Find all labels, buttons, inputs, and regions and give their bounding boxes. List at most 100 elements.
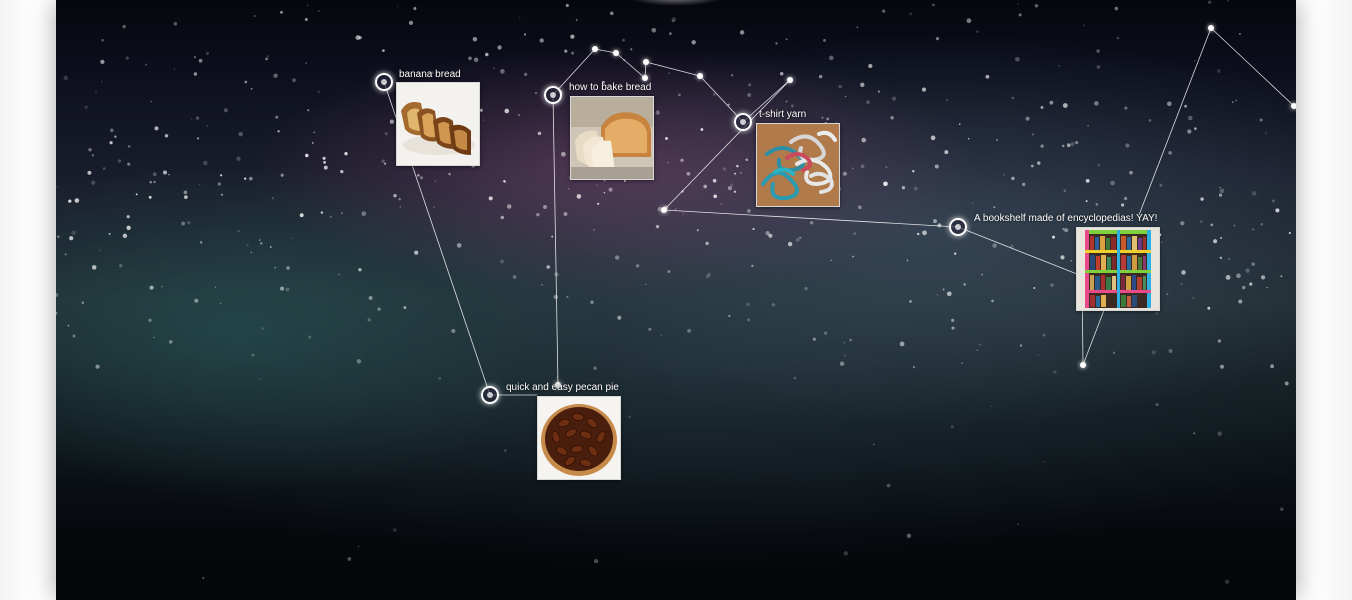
background-star [221,193,223,196]
background-star [733,190,737,193]
pin-title-how-to-bake-bread[interactable]: how to bake bread [569,82,652,93]
background-star [323,165,328,170]
background-star [944,150,949,155]
background-star [1288,232,1291,234]
background-star [304,17,308,22]
background-star [567,188,570,190]
background-star [1168,151,1172,155]
link-line [552,94,559,386]
background-star [1066,143,1071,148]
background-star [419,176,424,180]
background-star [958,123,961,126]
background-star [149,180,152,184]
background-star [95,364,100,369]
pin-thumbnail-how-to-bake-bread[interactable] [570,96,654,180]
constellation-canvas[interactable]: banana bread how to bake bread [56,0,1296,600]
pin-title-pecan-pie[interactable]: quick and easy pecan pie [506,382,619,393]
background-star [1031,133,1035,136]
background-star [260,242,263,245]
pin-thumbnail-t-shirt-yarn[interactable] [756,123,840,207]
background-star [95,90,97,93]
background-star [251,353,255,357]
background-star [259,378,261,380]
background-star [1249,282,1253,286]
background-star [868,63,873,69]
background-star [181,221,186,226]
background-star [306,4,309,7]
background-star [861,137,867,143]
background-star [497,45,502,50]
background-star [313,131,315,134]
pin-node-banana-bread[interactable] [375,73,393,91]
background-star [87,170,92,175]
pin-node-bookshelf[interactable] [949,218,967,236]
background-star [1063,189,1066,192]
pin-title-banana-bread[interactable]: banana bread [399,69,461,80]
background-star [126,225,131,230]
background-star [1194,60,1196,62]
background-star [543,205,547,209]
background-star [285,287,290,292]
background-star [1062,227,1065,231]
pin-node-pecan-pie[interactable] [481,386,499,404]
background-star [1034,4,1039,8]
background-star [746,208,751,213]
background-star [307,109,310,112]
background-star [839,361,845,366]
background-star [1022,182,1026,187]
background-star [603,191,606,194]
background-star [523,33,527,36]
background-star [602,80,605,84]
background-star [712,178,717,183]
background-star [746,318,751,322]
background-star [843,551,849,556]
star-dot [787,77,793,83]
background-star [821,116,824,119]
link-line [663,209,959,228]
background-star [727,185,733,191]
background-star [570,34,575,39]
background-star [1168,348,1173,353]
star-dot [1291,103,1296,109]
background-star [1087,124,1089,127]
background-star [1161,241,1163,244]
background-star [996,139,998,141]
background-star [523,72,528,77]
background-star [1200,220,1203,223]
background-star [913,186,918,191]
link-line [1210,27,1295,107]
background-star [318,10,320,12]
background-star [1095,203,1099,206]
background-star [860,82,865,88]
link-line [645,61,701,77]
background-star [779,71,784,76]
pin-node-how-to-bake-bread[interactable] [544,86,562,104]
pin-title-t-shirt-yarn[interactable]: t-shirt yarn [759,109,807,120]
background-star [623,179,627,183]
background-star [1228,258,1231,261]
background-star [277,130,280,133]
pin-thumbnail-pecan-pie[interactable] [537,396,621,480]
pin-thumbnail-bookshelf[interactable] [1076,227,1160,311]
background-star [1200,197,1204,201]
background-star [1219,186,1221,189]
background-star [267,55,269,58]
background-star [804,286,808,291]
background-star [593,229,595,231]
background-star [1251,262,1255,266]
background-star [127,162,131,166]
background-star [84,105,88,109]
pin-title-bookshelf[interactable]: A bookshelf made of encyclopedias! YAY! [974,213,1158,224]
background-star [193,56,196,59]
background-star [912,365,916,369]
background-star [713,194,718,199]
background-star [1064,228,1069,233]
background-star [312,142,314,144]
background-star [1124,106,1128,110]
pin-thumbnail-banana-bread[interactable] [396,82,480,166]
background-star [114,135,117,138]
background-star [576,194,582,199]
background-star [250,87,253,90]
background-star [1037,161,1041,165]
pin-node-t-shirt-yarn[interactable] [734,113,752,131]
